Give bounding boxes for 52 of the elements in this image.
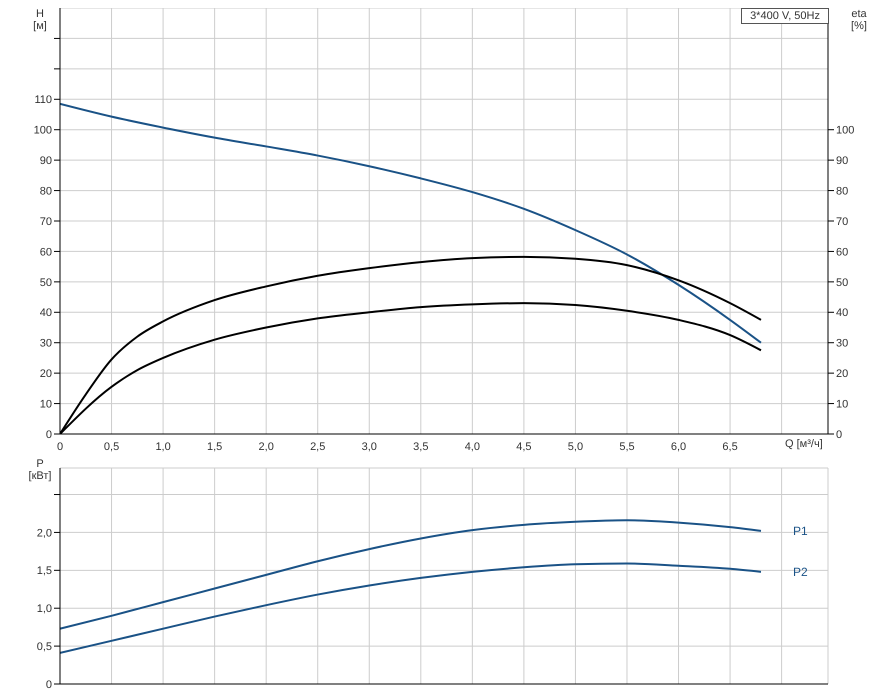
text: P1 — [792, 524, 808, 538]
y-tick-label: 1,5 — [36, 565, 52, 578]
y-tick-label: 0 — [46, 678, 52, 691]
y-tick-label: 40 — [40, 307, 52, 320]
y2-axis-title: eta [%] — [850, 8, 868, 32]
x-tick-label: 2,0 — [258, 440, 274, 453]
annotation: 3*400 V, 50Hz — [741, 8, 829, 24]
y2-tick-label: 30 — [836, 338, 848, 350]
y-tick-label: 0 — [46, 428, 52, 441]
x-tick-label: 4,0 — [464, 440, 480, 453]
y2-tick-label: 90 — [836, 155, 848, 168]
line-series — [60, 562, 762, 654]
x-tick-label: 5,0 — [568, 440, 584, 453]
line-series — [60, 102, 762, 344]
y-tick-label: 110 — [34, 94, 52, 106]
y2-tick-label: 80 — [836, 185, 848, 198]
y-tick-label: 80 — [40, 185, 52, 198]
y2-tick-label: 0 — [836, 428, 842, 441]
x-tick-label: 0,5 — [104, 440, 120, 453]
y2-tick-label: 40 — [836, 307, 848, 320]
x-tick-label: 6,0 — [670, 440, 686, 453]
x-tick-label: 6,5 — [722, 440, 738, 453]
y2-tick-label: 10 — [836, 398, 848, 410]
y2-tick-label: 70 — [836, 216, 848, 228]
y-tick-label: 10 — [40, 398, 52, 410]
x-tick-label: 2,5 — [310, 440, 326, 453]
y-tick-label: 70 — [40, 216, 52, 228]
x-tick-label: 3,5 — [413, 440, 428, 453]
y-tick-label: 20 — [40, 368, 52, 380]
x-tick-label: 3,0 — [362, 440, 377, 453]
x-tick-label: 4,5 — [516, 440, 532, 453]
y-tick-label: 100 — [34, 124, 52, 137]
y-axis-title: H [м] — [32, 8, 48, 32]
y2-tick-label: 60 — [836, 246, 848, 258]
y2-tick-label: 20 — [836, 368, 848, 380]
y2-tick-label: 50 — [836, 276, 848, 289]
y-tick-label: 0,5 — [36, 641, 52, 654]
x-tick-label: 1,5 — [206, 440, 222, 453]
x-tick-label: 1,0 — [155, 440, 171, 453]
y-tick-label: 2,0 — [36, 527, 52, 540]
y-axis-title: P [кВт] — [28, 458, 52, 482]
y-tick-label: 90 — [40, 155, 52, 168]
y2-tick-label: 100 — [836, 124, 854, 137]
y-tick-label: 30 — [40, 338, 52, 350]
x-tick-label: 5,5 — [619, 440, 635, 453]
x-tick-label: 0 — [56, 440, 64, 453]
line-series — [60, 519, 762, 630]
x-axis-title: Q [м³/ч] — [785, 438, 823, 450]
y-tick-label: 50 — [40, 276, 52, 289]
y-tick-label: 60 — [40, 246, 52, 258]
text: P2 — [792, 564, 808, 579]
y-tick-label: 1,0 — [36, 603, 52, 616]
